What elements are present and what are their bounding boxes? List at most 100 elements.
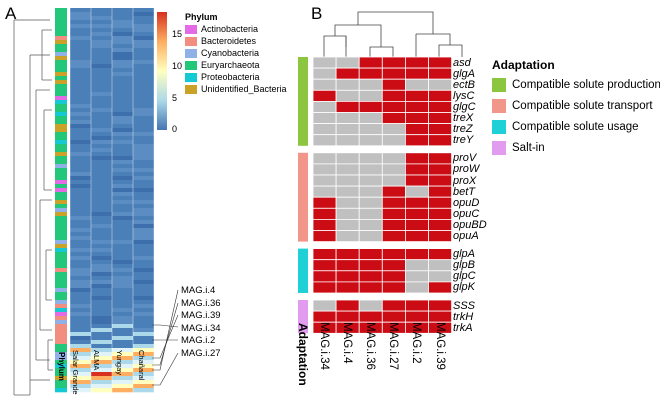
legend-label: Cyanobacteria	[201, 48, 260, 58]
gene-presence-cell	[312, 207, 337, 220]
abundance-cell	[70, 296, 91, 301]
abundance-cell	[91, 272, 112, 277]
abundance-cell	[112, 324, 133, 329]
abundance-cell	[133, 148, 154, 153]
legend-label: Euryarchaeota	[201, 60, 260, 70]
gene-presence-cell	[312, 163, 337, 176]
phylum-cell	[55, 16, 67, 21]
phylum-color-column	[55, 8, 67, 393]
abundance-cell	[112, 348, 133, 353]
phylum-cell	[55, 96, 67, 101]
gene-presence-cell	[358, 134, 383, 147]
abundance-cell	[91, 188, 112, 193]
abundance-cell	[133, 108, 154, 113]
phylum-cell	[55, 104, 67, 109]
abundance-cell	[91, 84, 112, 89]
abundance-cell	[70, 196, 91, 201]
abundance-cell	[70, 148, 91, 153]
mag-label-a: MAG.i.36	[181, 297, 221, 309]
gene-presence-cell	[312, 218, 337, 231]
abundance-cell	[133, 180, 154, 185]
phylum-cell	[55, 100, 67, 105]
abundance-cell	[112, 340, 133, 345]
legend-swatch	[185, 84, 197, 94]
abundance-cell	[70, 292, 91, 297]
gene-presence-cell	[428, 134, 453, 147]
gene-presence-cell	[428, 67, 453, 80]
panel-b-letter: B	[311, 4, 323, 23]
gene-presence-cell	[404, 281, 429, 294]
abundance-cell	[133, 192, 154, 197]
panel-a-letter: A	[5, 4, 17, 23]
abundance-cell	[112, 148, 133, 153]
gene-presence-cell	[358, 207, 383, 220]
abundance-cell	[70, 104, 91, 109]
abundance-cell	[112, 80, 133, 85]
legend-swatch	[492, 78, 506, 92]
abundance-cell	[91, 316, 112, 321]
legend-swatch	[492, 141, 506, 155]
phylum-cell	[55, 124, 67, 129]
abundance-cell	[133, 388, 154, 393]
abundance-cell	[70, 308, 91, 313]
legend-label: Actinobacteria	[201, 24, 259, 34]
phylum-cell	[55, 364, 67, 369]
phylum-cell	[55, 188, 67, 193]
gene-presence-cell	[335, 78, 360, 91]
gene-presence-cell	[312, 310, 337, 323]
abundance-cell	[91, 32, 112, 37]
abundance-cell	[70, 256, 91, 261]
abundance-cell	[133, 116, 154, 121]
phylum-legend-item: Cyanobacteria	[185, 48, 287, 58]
abundance-cell	[112, 180, 133, 185]
colorscale-tick: 5	[172, 93, 178, 103]
abundance-cell	[133, 360, 154, 365]
abundance-cell	[133, 256, 154, 261]
abundance-cell	[91, 16, 112, 21]
gene-label: treX	[453, 112, 474, 124]
abundance-cell	[70, 56, 91, 61]
abundance-cell	[133, 152, 154, 157]
gene-presence-cell	[381, 134, 406, 147]
abundance-cell	[133, 96, 154, 101]
abundance-cell	[133, 236, 154, 241]
phylum-cell	[55, 300, 67, 305]
phylum-cell	[55, 312, 67, 317]
abundance-cell	[112, 36, 133, 41]
phylum-cell	[55, 260, 67, 265]
phylum-cell	[55, 184, 67, 189]
abundance-cell	[133, 252, 154, 257]
abundance-cell	[91, 356, 112, 361]
abundance-cell	[70, 320, 91, 325]
abundance-cell	[112, 292, 133, 297]
gene-label: treZ	[453, 123, 473, 136]
adaptation-legend-item: Compatible solute production	[492, 78, 660, 92]
abundance-cell	[133, 228, 154, 233]
gene-presence-cell	[358, 123, 383, 136]
abundance-cell	[112, 204, 133, 209]
abundance-cell	[91, 248, 112, 253]
abundance-cell	[112, 48, 133, 53]
phylum-cell	[55, 372, 67, 377]
abundance-cell	[91, 100, 112, 105]
gene-presence-cell	[312, 56, 337, 69]
abundance-cell	[112, 372, 133, 377]
gene-presence-cell	[335, 230, 360, 243]
phylum-cell	[55, 140, 67, 145]
gene-presence-cell	[428, 248, 453, 261]
abundance-cell	[112, 316, 133, 321]
phylum-legend-item: Proteobacteria	[185, 72, 287, 82]
phylum-cell	[55, 48, 67, 53]
phylum-cell	[55, 316, 67, 321]
phylum-cell	[55, 152, 67, 157]
phylum-cell	[55, 220, 67, 225]
gene-presence-cell	[381, 123, 406, 136]
gene-presence-cell	[404, 123, 429, 136]
gene-presence-cell	[428, 123, 453, 136]
phylum-cell	[55, 256, 67, 261]
abundance-cell	[133, 16, 154, 21]
abundance-cell	[91, 216, 112, 221]
abundance-cell	[112, 100, 133, 105]
abundance-cell	[70, 32, 91, 37]
abundance-cell	[112, 16, 133, 21]
